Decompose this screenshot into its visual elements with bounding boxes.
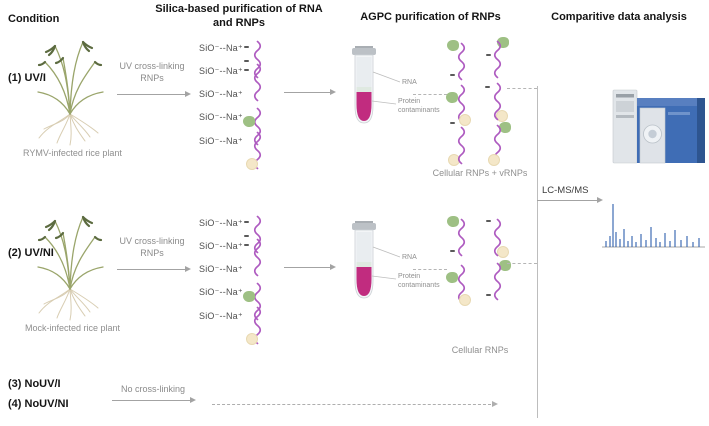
beige-protein-icon [497, 246, 509, 258]
rna-squiggle-icon [457, 218, 466, 257]
green-protein-icon [447, 216, 459, 227]
silica-bead-label: SiO⁻--Na⁺ [199, 264, 243, 274]
rna-squiggle-icon [493, 40, 502, 79]
lcms-label: LC-MS/MS [542, 185, 589, 196]
header-data-analysis: Comparitive data analysis [551, 11, 687, 23]
rna-squiggle-icon [253, 215, 262, 254]
beige-protein-icon [459, 294, 471, 306]
mock-rice-plant-illustration [37, 215, 104, 321]
tube-to-rnp-dashed-line-2 [413, 269, 447, 270]
rna-squiggle-icon [493, 218, 502, 257]
rna-squiggle-icon [253, 40, 262, 79]
mass-spectrum-chart [602, 204, 705, 248]
rna-squiggle-icon [253, 282, 262, 321]
beige-protein-icon [246, 333, 258, 345]
tube-protein-label: Protein contaminants [398, 98, 440, 114]
cluster-to-line-dashed-1 [507, 88, 537, 89]
lcms-arrow [537, 197, 603, 204]
no-crosslink-bypass-arrow [212, 401, 498, 408]
negative-charge-icon [486, 294, 491, 296]
negative-charge-icon [450, 74, 455, 76]
no-crosslink-arrow [112, 397, 196, 404]
silica-bead-label: SiO⁻--Na⁺ [199, 218, 243, 228]
header-condition: Condition [8, 13, 60, 25]
silica-bead-label: SiO⁻--Na⁺ [199, 241, 243, 251]
rna-squiggle-icon [493, 262, 502, 301]
silica-bead-label: SiO⁻--Na⁺ [199, 43, 243, 53]
condition-4-label: (4) NoUV/NI [8, 398, 69, 410]
negative-charge-icon [244, 235, 249, 237]
green-protein-icon [243, 291, 255, 302]
negative-charge-icon [486, 220, 491, 222]
beige-protein-icon [459, 114, 471, 126]
mass-spectrometer-illustration [612, 89, 705, 164]
green-protein-icon [243, 116, 255, 127]
negative-charge-icon [450, 250, 455, 252]
rna-squiggle-icon [457, 126, 466, 165]
uv-crosslink-arrow-2 [117, 266, 191, 273]
rna-squiggle-icon [493, 82, 502, 121]
tube-rna-label: RNA [402, 254, 417, 261]
rna-squiggle-icon [457, 84, 466, 123]
collector-vertical-line [537, 86, 538, 418]
negative-charge-icon [450, 122, 455, 124]
green-protein-icon [499, 260, 511, 271]
header-agpc-purification: AGPC purification of RNPs [360, 11, 501, 23]
condition-3-label: (3) NoUV/I [8, 378, 61, 390]
silica-bead-label: SiO⁻--Na⁺ [199, 89, 243, 99]
silica-bead-label: SiO⁻--Na⁺ [199, 112, 243, 122]
top-cluster-caption: Cellular RNPs + vRNPs [432, 168, 528, 178]
mock-plant-caption: Mock-infected rice plant [24, 323, 121, 333]
green-protein-icon [447, 40, 459, 51]
no-crosslink-label: No cross-linking [120, 384, 186, 394]
rna-squiggle-icon [457, 42, 466, 81]
rna-squiggle-icon [253, 107, 262, 146]
agpc-tube-illustration [352, 46, 401, 124]
silica-to-tube-arrow-2 [284, 264, 336, 271]
beige-protein-icon [488, 154, 500, 166]
agpc-tube-illustration [352, 221, 401, 299]
silica-bead-label: SiO⁻--Na⁺ [199, 136, 243, 146]
uv-crosslink-label-2: UV cross-linking RNPs [119, 236, 185, 259]
cluster-to-line-dashed-2 [507, 263, 537, 264]
negative-charge-icon [244, 221, 249, 223]
silica-bead-label: SiO⁻--Na⁺ [199, 66, 243, 76]
silica-bead-label: SiO⁻--Na⁺ [199, 311, 243, 321]
green-protein-icon [446, 272, 458, 283]
negative-charge-icon [244, 46, 249, 48]
negative-charge-icon [486, 54, 491, 56]
green-protein-icon [497, 37, 509, 48]
rna-squiggle-icon [253, 63, 262, 102]
tube-rna-label: RNA [402, 79, 417, 86]
infected-plant-caption: RYMV-infected rice plant [23, 148, 122, 158]
negative-charge-icon [244, 244, 249, 246]
beige-protein-icon [496, 110, 508, 122]
header-silica-purification: Silica-based purification of RNA and RNP… [155, 3, 323, 29]
green-protein-icon [446, 92, 458, 103]
rna-squiggle-icon [253, 238, 262, 277]
infected-rice-plant-illustration [37, 40, 104, 146]
tube-protein-label: Protein contaminants [398, 273, 440, 289]
tube-to-rnp-dashed-line-1 [413, 94, 447, 95]
beige-protein-icon [246, 158, 258, 170]
negative-charge-icon [244, 60, 249, 62]
bottom-cluster-caption: Cellular RNPs [451, 345, 509, 355]
negative-charge-icon [485, 86, 490, 88]
silica-bead-label: SiO⁻--Na⁺ [199, 287, 243, 297]
uv-crosslink-label-1: UV cross-linking RNPs [119, 61, 185, 84]
condition-1-label: (1) UV/I [8, 72, 46, 84]
condition-2-label: (2) UV/NI [8, 247, 54, 259]
green-protein-icon [499, 122, 511, 133]
negative-charge-icon [244, 69, 249, 71]
rna-squiggle-icon [457, 264, 466, 303]
silica-to-tube-arrow-1 [284, 89, 336, 96]
uv-crosslink-arrow-1 [117, 91, 191, 98]
